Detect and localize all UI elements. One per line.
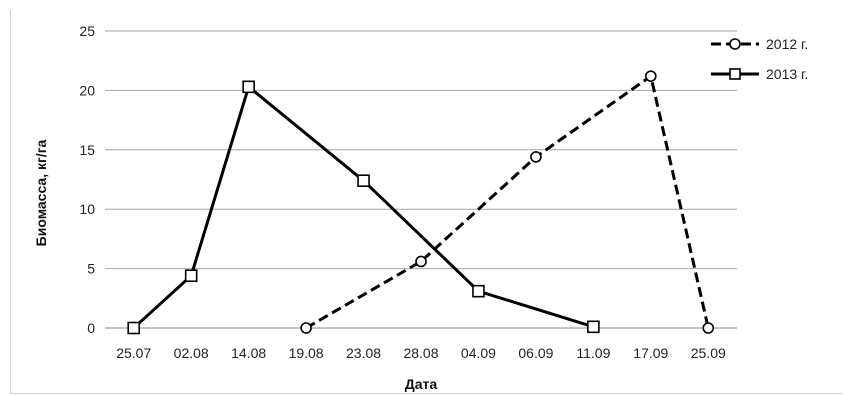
legend: 2012 г. 2013 г. [711, 36, 808, 82]
data-point [645, 70, 657, 82]
x-tick-label: 04.09 [461, 345, 496, 361]
y-tick-label: 10 [79, 201, 95, 217]
x-tick-label: 17.09 [633, 345, 668, 361]
x-axis-title: Дата [405, 376, 438, 392]
chart-frame [10, 10, 843, 394]
x-tick-label: 19.08 [289, 345, 324, 361]
y-tick-label: 0 [87, 320, 95, 336]
y-tick-label: 5 [87, 261, 95, 277]
x-tick-label: 23.08 [346, 345, 381, 361]
x-tick-label: 25.09 [691, 345, 726, 361]
series-line [305, 73, 710, 330]
legend-label-2012: 2012 г. [766, 36, 808, 52]
y-tick-label: 15 [79, 142, 95, 158]
data-point [242, 80, 255, 94]
data-point [357, 174, 370, 187]
data-point [472, 284, 485, 298]
grid-lines [105, 30, 737, 329]
data-point [415, 255, 427, 268]
y-axis-ticks: 0 5 10 15 20 25 [79, 23, 95, 336]
data-point [530, 151, 542, 163]
data-point [300, 322, 312, 334]
data-point [702, 322, 715, 334]
series-lines [132, 73, 710, 330]
data-point [587, 320, 600, 334]
data-point [127, 321, 141, 335]
legend-marker-2012 [729, 38, 741, 50]
x-tick-label: 28.08 [403, 345, 438, 361]
x-tick-label: 02.08 [174, 345, 209, 361]
x-tick-label: 25.07 [116, 345, 151, 361]
y-tick-label: 20 [79, 82, 95, 98]
series-line [132, 84, 594, 330]
data-point [184, 269, 198, 283]
x-tick-label: 14.08 [231, 345, 266, 361]
series-markers [127, 70, 715, 335]
y-axis-title: Биомасса, кг/га [33, 139, 49, 246]
x-axis-ticks: 25.07 02.08 14.08 19.08 23.08 28.08 04.09 06.09… [116, 345, 726, 361]
x-tick-label: 11.09 [576, 345, 610, 361]
legend-marker-2013 [729, 68, 741, 80]
x-tick-label: 06.09 [518, 345, 553, 361]
legend-item-2012: 2012 г. [711, 36, 808, 52]
legend-label-2013: 2013 г. [766, 66, 808, 82]
legend-item-2013: 2013 г. [711, 66, 808, 82]
y-tick-label: 25 [79, 23, 95, 39]
